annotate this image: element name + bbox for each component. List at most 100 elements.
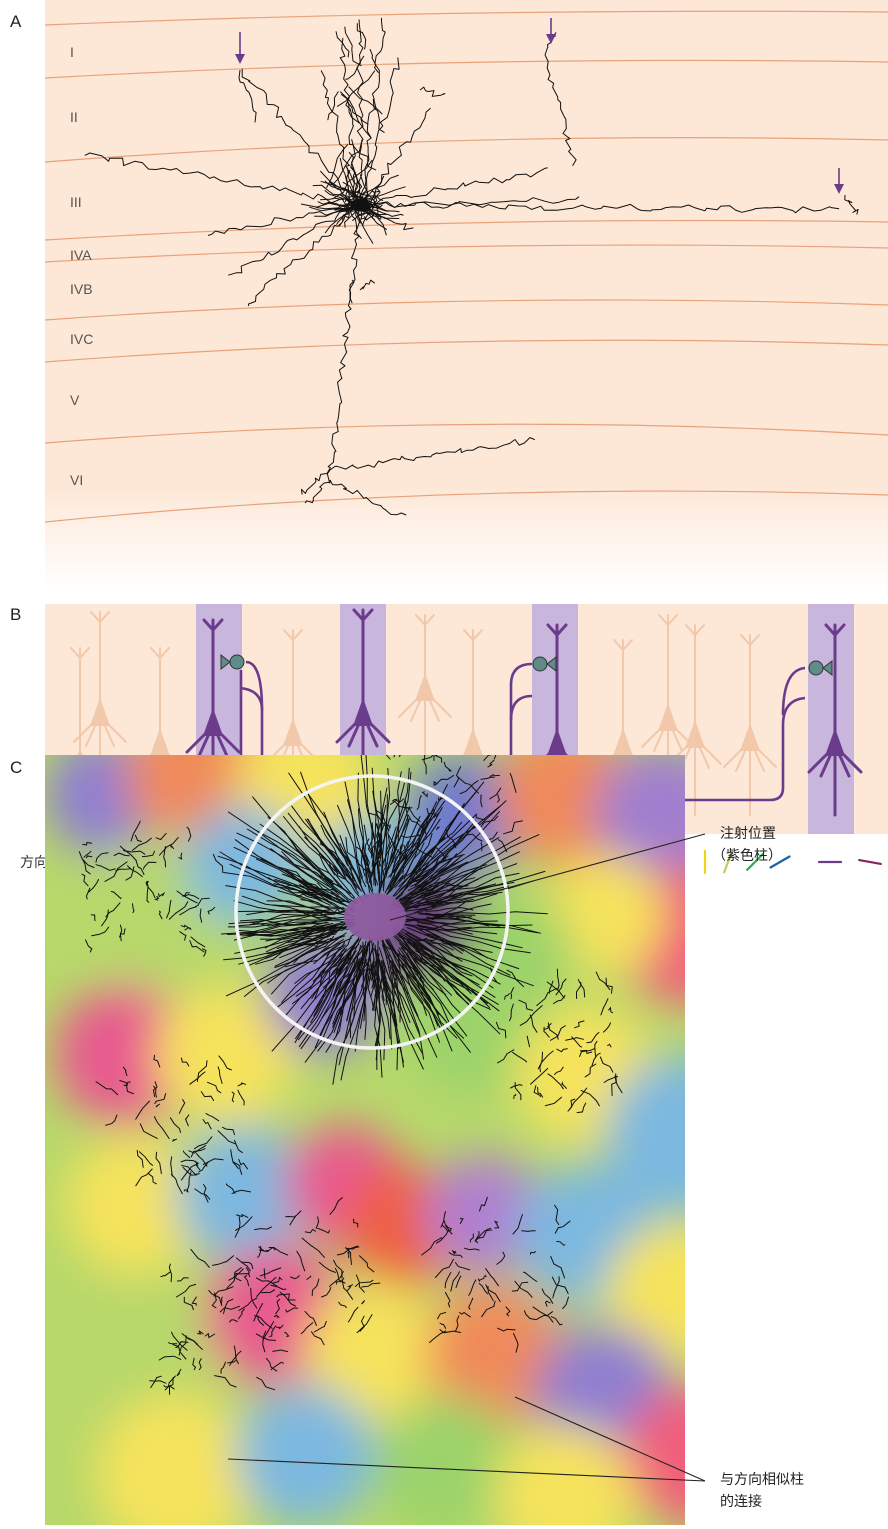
dendrite-branch (356, 23, 367, 50)
axon-fragment (227, 920, 318, 928)
axon-fragment (275, 1298, 281, 1315)
axon-fragment (513, 1332, 519, 1353)
axon-fragment (304, 1310, 317, 1326)
axon-fragment (485, 1284, 501, 1303)
axon-fragment (229, 1350, 242, 1366)
axon-fragment (81, 873, 89, 887)
axon-fragment (574, 1020, 585, 1029)
axon-fragment (213, 1286, 234, 1297)
axon-fragment (377, 818, 410, 897)
axon-fragment (265, 1357, 278, 1372)
axon-fragment (392, 808, 435, 870)
axon-fragment (475, 814, 486, 821)
axon-fragment (416, 795, 422, 810)
axon-fragment (556, 1241, 566, 1246)
axon-fragment (463, 1247, 480, 1251)
axon-fragment (178, 1099, 186, 1114)
apical-tuft (70, 647, 90, 659)
orientation-tick (769, 855, 791, 869)
neuron-soma (150, 728, 170, 756)
axon-fragment (580, 1089, 600, 1107)
basal-dendrites (723, 748, 777, 772)
axon-fragment (283, 943, 356, 1018)
dendrite-branch (327, 91, 339, 121)
axon-fragment (158, 1355, 182, 1361)
axon-fragment (271, 932, 347, 995)
axon-fragment (413, 925, 511, 976)
axon-fragment (146, 880, 156, 898)
axon-fragment (444, 1220, 453, 1235)
axon-fragment (478, 1283, 489, 1295)
axon-fragment (236, 1213, 249, 1218)
axon-fragment (431, 903, 492, 920)
axon-fragment (439, 1322, 447, 1329)
axon-fragment (497, 1327, 516, 1332)
axon-fragment (203, 1184, 209, 1203)
orientation-tick (858, 859, 882, 865)
axon-fragment (238, 1158, 249, 1170)
orientation-tick (746, 853, 764, 871)
axon-fragment (179, 931, 187, 941)
apical-tuft (415, 614, 435, 626)
axon-fragment (605, 977, 613, 994)
neuron-soma (415, 673, 435, 701)
dendrite-branch (337, 204, 346, 209)
axon-fragment (487, 1285, 494, 1302)
axon-fragment (204, 1332, 216, 1339)
apical-tuft (740, 634, 760, 646)
orientation-blob (375, 1395, 515, 1525)
dendrite-branch (356, 211, 367, 221)
panel-c-orientation-map: 注射位置 （紫色柱） 与方向相似柱 的连接 (45, 755, 804, 1525)
axon-fragment (228, 1268, 244, 1281)
axon-fragment (243, 1275, 250, 1287)
axon-fragment (360, 755, 379, 866)
axon-fragment (202, 948, 207, 957)
axon-fragment (314, 846, 339, 875)
axon-fragment (257, 1315, 265, 1326)
axon-fragment (446, 1224, 452, 1231)
axon-fragment (194, 897, 210, 908)
axon-fragment (530, 1251, 536, 1255)
axon-fragment (426, 807, 437, 817)
axon-fragment (194, 1188, 211, 1200)
axon-fragment (304, 1228, 316, 1234)
axon-fragment (412, 942, 494, 989)
dendrite-branch (336, 70, 376, 108)
axon-fragment (550, 1025, 566, 1041)
axon-fragment (234, 1139, 243, 1154)
axon-fragment (232, 1161, 243, 1175)
axon-fragment (586, 1032, 600, 1044)
axon-fragment (262, 1321, 274, 1341)
axon-fragment (236, 1257, 251, 1272)
dendrite-branch (844, 194, 859, 215)
axon-fragment (277, 946, 345, 1008)
axon-fragment (335, 1277, 345, 1285)
axon-fragment (191, 1296, 197, 1306)
axon-fragment (356, 1314, 373, 1334)
faded-neuron (723, 634, 777, 816)
axon-fragment (607, 1043, 612, 1048)
axon-fragment (241, 895, 336, 919)
axon-fragment (357, 772, 371, 893)
axon-fragment (387, 810, 436, 890)
axon-fragment (147, 1172, 157, 1185)
axon-fragment (495, 1021, 507, 1039)
axon-fragment (252, 796, 335, 886)
axon-fragment (169, 1377, 174, 1395)
axon-fragment (154, 1093, 167, 1104)
axon-fragment (433, 781, 437, 786)
axon-fragment (444, 1272, 452, 1289)
dendrite-branch (241, 68, 361, 206)
axon-fragment (285, 1307, 299, 1313)
axon-fragment (562, 1296, 569, 1309)
axon-fragment (489, 787, 502, 800)
axon-fragment (171, 1331, 188, 1351)
axon-fragment (611, 1073, 617, 1096)
axon-fragment (238, 916, 346, 927)
axon-fragment (426, 917, 541, 934)
axon-fragment (459, 1218, 464, 1225)
axon-fragment (556, 968, 560, 991)
axon-fragment (230, 1149, 239, 1169)
axon-fragment (276, 922, 334, 949)
axon-fragment (143, 861, 157, 870)
